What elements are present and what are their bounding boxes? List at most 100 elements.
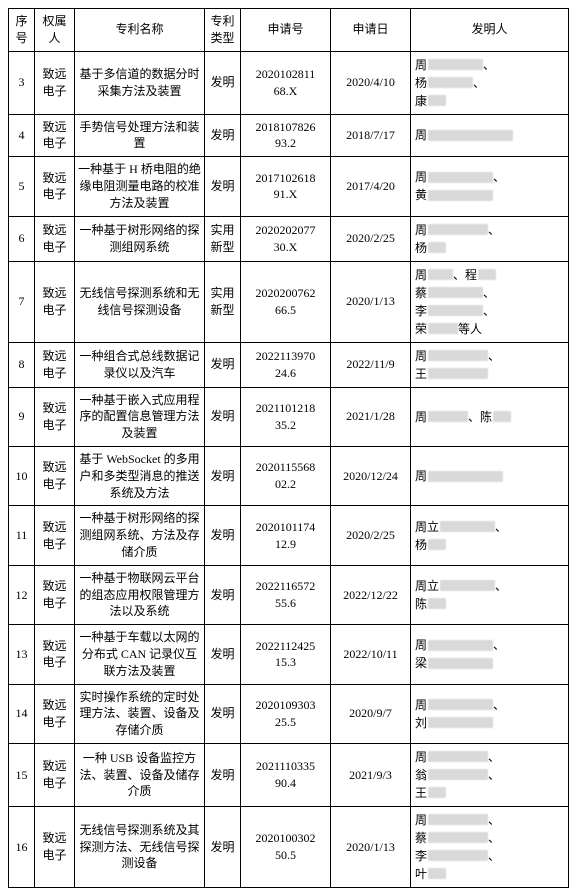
col-header-0: 序号	[9, 9, 35, 52]
inventor-suffix: 、	[488, 847, 500, 865]
inventor-suffix: 、	[488, 221, 500, 239]
cell-inventors: 周、杨	[411, 216, 569, 261]
inventor-prefix: 蔡	[415, 284, 427, 302]
cell-appdate: 2017/4/20	[331, 157, 411, 216]
table-row: 16致远电子无线信号探测系统及其探测方法、无线信号探测设备发明202010030…	[9, 806, 569, 887]
redacted-text	[428, 224, 488, 235]
cell-no: 9	[9, 387, 35, 446]
cell-no: 10	[9, 446, 35, 505]
cell-inventors: 周、蔡、李、叶	[411, 806, 569, 887]
cell-owner: 致远电子	[35, 216, 75, 261]
cell-name: 一种 USB 设备监控方法、装置、设备及储存介质	[75, 743, 205, 806]
patent-table: 序号权属人专利名称专利类型申请号申请日发明人 3致远电子基于多信道的数据分时采集…	[8, 8, 569, 888]
table-row: 6致远电子一种基于树形网络的探测组网系统实用新型202020207730.X20…	[9, 216, 569, 261]
cell-appno: 202211242515.3	[241, 625, 331, 684]
inventor-suffix: 、	[495, 577, 507, 595]
cell-appno: 202020076266.5	[241, 261, 331, 342]
table-row: 15致远电子一种 USB 设备监控方法、装置、设备及储存介质发明20211103…	[9, 743, 569, 806]
table-row: 3致远电子基于多信道的数据分时采集方法及装置发明202010281168.X20…	[9, 51, 569, 114]
cell-ptype: 发明	[205, 806, 241, 887]
inventor-prefix: 周立	[415, 518, 439, 536]
inventor-prefix: 周立	[415, 577, 439, 595]
cell-name: 实时操作系统的定时处理方法、装置、设备及存储介质	[75, 684, 205, 743]
cell-appno: 202111033590.4	[241, 743, 331, 806]
inventor-suffix: 、	[493, 696, 505, 714]
cell-appno: 202010117412.9	[241, 506, 331, 565]
cell-owner: 致远电子	[35, 261, 75, 342]
cell-inventors: 周、梁	[411, 625, 569, 684]
cell-ptype: 发明	[205, 157, 241, 216]
redacted-text	[428, 471, 503, 482]
table-row: 5致远电子一种基于 H 桥电阻的绝缘电阻测量电路的校准方法及装置发明201710…	[9, 157, 569, 216]
cell-inventors: 周、黄	[411, 157, 569, 216]
col-header-3: 专利类型	[205, 9, 241, 52]
inventor-suffix: 、	[488, 811, 500, 829]
cell-inventors: 周	[411, 446, 569, 505]
inventor-prefix: 杨	[415, 74, 427, 92]
cell-name: 无线信号探测系统及其探测方法、无线信号探测设备	[75, 806, 205, 887]
inventor-prefix: 杨	[415, 536, 427, 554]
inventor-prefix: 周	[415, 168, 427, 186]
cell-ptype: 发明	[205, 625, 241, 684]
redacted-text	[428, 717, 493, 728]
cell-name: 一种组合式总线数据记录仪以及汽车	[75, 342, 205, 387]
inventor-prefix: 周	[415, 748, 427, 766]
cell-name: 手势信号处理方法和装置	[75, 114, 205, 157]
cell-appdate: 2018/7/17	[331, 114, 411, 157]
inventor-suffix: 、	[488, 748, 500, 766]
col-header-6: 发明人	[411, 9, 569, 52]
redacted-text	[428, 350, 488, 361]
inventor-suffix: 、陈	[468, 408, 492, 426]
cell-ptype: 实用新型	[205, 261, 241, 342]
inventor-suffix: 、	[493, 636, 505, 654]
table-row: 4致远电子手势信号处理方法和装置发明201810782693.22018/7/1…	[9, 114, 569, 157]
inventor-prefix: 杨	[415, 239, 427, 257]
cell-appdate: 2020/4/10	[331, 51, 411, 114]
redacted-text	[428, 850, 488, 861]
cell-owner: 致远电子	[35, 342, 75, 387]
cell-ptype: 发明	[205, 506, 241, 565]
inventor-prefix: 李	[415, 847, 427, 865]
cell-inventors: 周、程蔡、李、荣等人	[411, 261, 569, 342]
cell-no: 11	[9, 506, 35, 565]
cell-owner: 致远电子	[35, 565, 75, 624]
table-row: 12致远电子一种基于物联网云平台的组态应用权限管理方法以及系统发明2022116…	[9, 565, 569, 624]
inventor-suffix: 、	[488, 829, 500, 847]
cell-no: 16	[9, 806, 35, 887]
cell-owner: 致远电子	[35, 743, 75, 806]
inventor-suffix: 、	[483, 56, 495, 74]
inventor-prefix: 周	[415, 408, 427, 426]
cell-appdate: 2022/10/11	[331, 625, 411, 684]
redacted-text	[428, 77, 473, 88]
redacted-text	[493, 411, 511, 422]
col-header-4: 申请号	[241, 9, 331, 52]
cell-ptype: 发明	[205, 684, 241, 743]
cell-appno: 202020207730.X	[241, 216, 331, 261]
redacted-text	[428, 640, 493, 651]
inventor-prefix: 刘	[415, 714, 427, 732]
redacted-text	[428, 658, 493, 669]
redacted-text	[428, 242, 446, 253]
inventor-prefix: 康	[415, 92, 427, 110]
table-row: 11致远电子一种基于树形网络的探测组网系统、方法及存储介质发明202010117…	[9, 506, 569, 565]
cell-appdate: 2020/1/13	[331, 806, 411, 887]
table-row: 10致远电子基于 WebSocket 的多用户和多类型消息的推送系统及方法发明2…	[9, 446, 569, 505]
cell-no: 12	[9, 565, 35, 624]
inventor-prefix: 王	[415, 365, 427, 383]
redacted-text	[428, 269, 453, 280]
redacted-text	[440, 580, 495, 591]
cell-appdate: 2021/9/3	[331, 743, 411, 806]
cell-appno: 202110121835.2	[241, 387, 331, 446]
table-row: 7致远电子无线信号探测系统和无线信号探测设备实用新型202020076266.5…	[9, 261, 569, 342]
inventor-prefix: 黄	[415, 186, 427, 204]
redacted-text	[478, 269, 496, 280]
inventor-suffix: 、	[483, 302, 495, 320]
redacted-text	[428, 539, 446, 550]
cell-appno: 202211657255.6	[241, 565, 331, 624]
cell-appno: 202010930325.5	[241, 684, 331, 743]
inventor-prefix: 陈	[415, 595, 427, 613]
cell-ptype: 发明	[205, 565, 241, 624]
table-row: 14致远电子实时操作系统的定时处理方法、装置、设备及存储介质发明20201093…	[9, 684, 569, 743]
cell-owner: 致远电子	[35, 506, 75, 565]
cell-owner: 致远电子	[35, 157, 75, 216]
